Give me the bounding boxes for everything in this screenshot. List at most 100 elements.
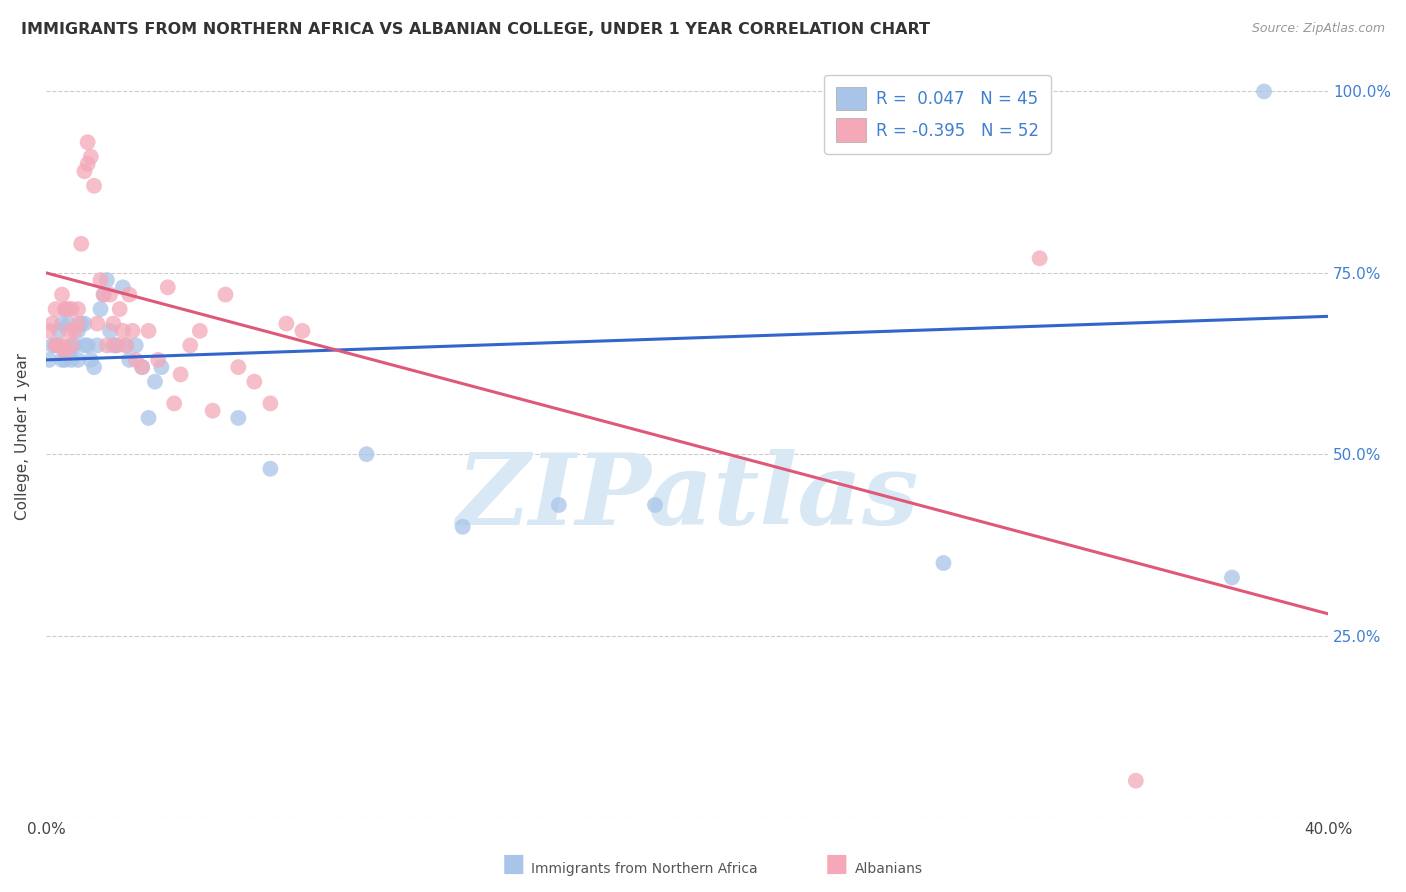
Text: IMMIGRANTS FROM NORTHERN AFRICA VS ALBANIAN COLLEGE, UNDER 1 YEAR CORRELATION CH: IMMIGRANTS FROM NORTHERN AFRICA VS ALBAN… (21, 22, 931, 37)
Point (58, 324, 80, 338)
Point (125, 338, 148, 352)
Point (53, 345, 76, 359)
Point (38, 324, 60, 338)
Text: Source: ZipAtlas.com: Source: ZipAtlas.com (1251, 22, 1385, 36)
Point (83, 178, 105, 193)
Point (96, 338, 118, 352)
Point (41, 317, 63, 331)
Point (201, 403, 224, 417)
Point (89, 302, 111, 317)
Point (150, 360, 173, 375)
Point (226, 411, 249, 425)
Point (73, 164, 96, 178)
Point (58, 345, 80, 359)
Point (38, 352, 60, 367)
Point (73, 317, 96, 331)
Point (58, 317, 80, 331)
Point (66, 352, 89, 367)
Point (45, 338, 67, 352)
Point (1253, 84, 1275, 98)
Point (60, 338, 83, 352)
Point (93, 287, 115, 301)
Point (48, 338, 70, 352)
Point (547, 498, 569, 512)
Point (98, 287, 121, 301)
Point (226, 360, 249, 375)
Point (60, 302, 83, 317)
Point (163, 396, 186, 410)
Point (214, 287, 236, 301)
Point (115, 338, 138, 352)
Y-axis label: College, Under 1 year: College, Under 1 year (15, 352, 30, 520)
Point (45, 302, 67, 317)
Point (131, 360, 153, 375)
Point (98, 324, 121, 338)
Point (63, 338, 86, 352)
Point (45, 338, 67, 352)
Point (53, 302, 76, 317)
Point (66, 302, 89, 317)
Point (103, 338, 125, 352)
Point (118, 287, 141, 301)
Point (1125, 773, 1147, 788)
Point (86, 317, 108, 331)
Point (138, 324, 160, 338)
Point (86, 338, 108, 352)
Point (66, 317, 89, 331)
Point (70, 317, 93, 331)
Text: Albanians: Albanians (855, 862, 922, 876)
Point (63, 324, 86, 338)
Point (51, 352, 73, 367)
Text: ZIPatlas: ZIPatlas (456, 449, 918, 545)
Point (53, 352, 76, 367)
Point (108, 302, 131, 317)
Point (76, 157, 98, 171)
Point (243, 375, 266, 389)
Point (118, 352, 141, 367)
Text: ■: ■ (825, 852, 848, 876)
Point (259, 461, 281, 475)
Point (89, 273, 111, 287)
Point (131, 360, 153, 375)
Point (291, 324, 314, 338)
Point (276, 317, 298, 331)
Point (111, 324, 134, 338)
Point (80, 150, 103, 164)
Point (53, 302, 76, 317)
Point (1028, 252, 1050, 266)
Point (58, 302, 80, 317)
Text: ■: ■ (502, 852, 524, 876)
Point (169, 368, 191, 382)
Point (179, 338, 201, 352)
Point (451, 520, 474, 534)
Point (156, 280, 179, 294)
Point (96, 273, 118, 287)
Point (93, 287, 115, 301)
Point (51, 338, 73, 352)
Point (48, 324, 70, 338)
Point (356, 447, 378, 461)
Point (121, 324, 143, 338)
Point (105, 338, 128, 352)
Point (51, 317, 73, 331)
Point (41, 338, 63, 352)
Point (83, 360, 105, 375)
Point (80, 352, 103, 367)
Point (76, 135, 98, 149)
Point (644, 498, 666, 512)
Point (66, 324, 89, 338)
Point (932, 556, 955, 570)
Point (103, 317, 125, 331)
Point (105, 338, 128, 352)
Point (70, 236, 93, 251)
Text: Immigrants from Northern Africa: Immigrants from Northern Africa (531, 862, 758, 876)
Point (115, 338, 138, 352)
Point (125, 352, 148, 367)
Point (76, 338, 98, 352)
Point (51, 287, 73, 301)
Point (188, 324, 211, 338)
Point (1220, 570, 1243, 584)
Legend: R =  0.047   N = 45, R = -0.395   N = 52: R = 0.047 N = 45, R = -0.395 N = 52 (824, 75, 1050, 153)
Point (111, 280, 134, 294)
Point (60, 352, 83, 367)
